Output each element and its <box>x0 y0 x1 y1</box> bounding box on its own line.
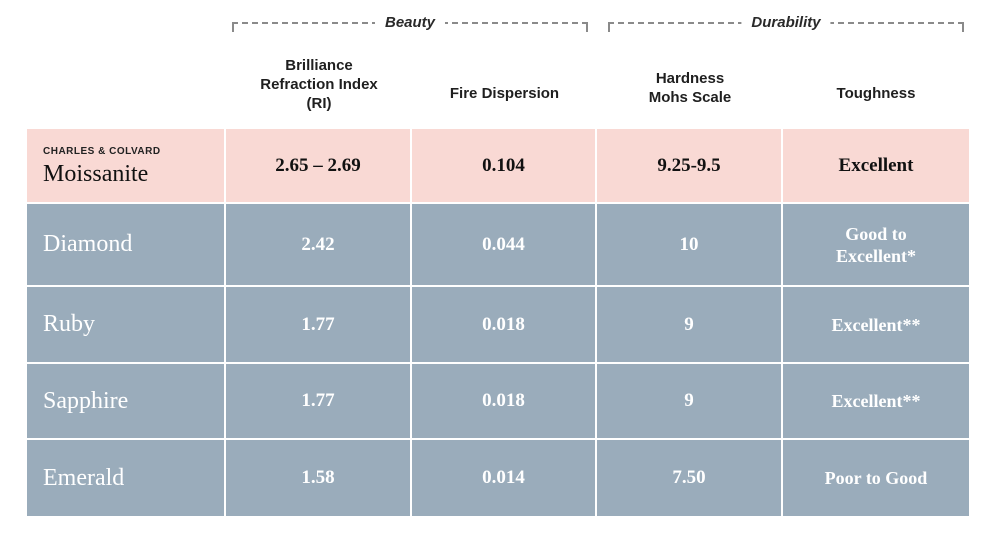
beauty-label: Beauty <box>374 14 446 32</box>
toughness-cell: Good to Excellent* <box>783 204 969 285</box>
gem-name: Emerald <box>27 440 226 516</box>
table-row: Diamond 2.42 0.044 10 Good to Excellent* <box>27 204 969 287</box>
hardness-cell: 9.25-9.5 <box>597 129 783 202</box>
brilliance-cell: 1.77 <box>226 364 412 438</box>
hardness-cell: 7.50 <box>597 440 783 516</box>
gem-name: Diamond <box>27 204 226 285</box>
hardness-cell: 10 <box>597 204 783 285</box>
toughness-cell: Excellent <box>783 129 969 202</box>
brilliance-cell: 1.77 <box>226 287 412 362</box>
hardness-cell: 9 <box>597 364 783 438</box>
brilliance-cell: 2.65 – 2.69 <box>226 129 412 202</box>
column-header-hardness: Hardness Mohs Scale <box>648 70 732 106</box>
brilliance-cell: 1.58 <box>226 440 412 516</box>
fire-cell: 0.018 <box>412 364 597 438</box>
brand-logo: CHARLES & COLVARD <box>43 145 161 157</box>
fire-cell: 0.014 <box>412 440 597 516</box>
group-header-durability: Durability <box>608 14 964 36</box>
hardness-cell: 9 <box>597 287 783 362</box>
table-row-moissanite: CHARLES & COLVARD Moissanite 2.65 – 2.69… <box>27 129 969 204</box>
brilliance-cell: 2.42 <box>226 204 412 285</box>
fire-cell: 0.104 <box>412 129 597 202</box>
durability-label: Durability <box>741 14 831 32</box>
gem-name-cell: CHARLES & COLVARD Moissanite <box>27 129 226 202</box>
table-row: Emerald 1.58 0.014 7.50 Poor to Good <box>27 440 969 516</box>
gem-name: Sapphire <box>27 364 226 438</box>
fire-cell: 0.018 <box>412 287 597 362</box>
fire-cell: 0.044 <box>412 204 597 285</box>
column-header-toughness: Toughness <box>836 84 916 102</box>
gem-name: Ruby <box>27 287 226 362</box>
gemstone-comparison-table: CHARLES & COLVARD Moissanite 2.65 – 2.69… <box>27 129 969 516</box>
group-header-beauty: Beauty <box>232 14 588 36</box>
table-row: Sapphire 1.77 0.018 9 Excellent** <box>27 364 969 440</box>
toughness-cell: Excellent** <box>783 287 969 362</box>
column-header-brilliance: Brilliance Refraction Index (RI) <box>260 56 378 112</box>
gem-name: Moissanite <box>43 160 149 187</box>
table-row: Ruby 1.77 0.018 9 Excellent** <box>27 287 969 364</box>
toughness-cell: Poor to Good <box>783 440 969 516</box>
column-header-fire: Fire Dispersion <box>449 84 560 102</box>
toughness-cell: Excellent** <box>783 364 969 438</box>
